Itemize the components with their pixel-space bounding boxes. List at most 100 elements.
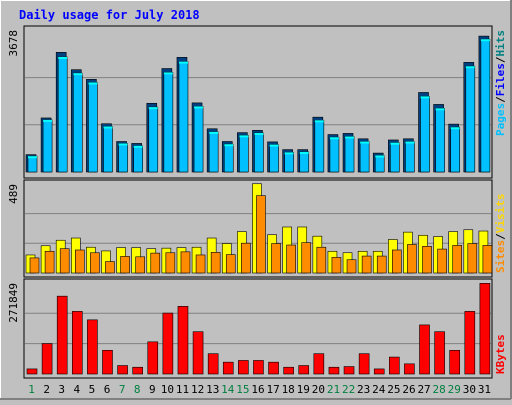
kbytes-bar	[117, 365, 128, 375]
x-tick-label: 22	[342, 383, 355, 396]
files-bar	[329, 136, 340, 173]
sites-bar	[301, 242, 312, 274]
files-bar	[420, 96, 430, 173]
files-bar-top	[28, 156, 37, 159]
files-bar-top	[254, 133, 264, 136]
chart-panels: 3678Pages/Files/Hits489Sites/Visits27184…	[7, 25, 507, 396]
kbytes-bar	[162, 312, 174, 375]
sites-bar	[286, 244, 296, 274]
kbytes-bar	[358, 353, 370, 375]
files-bar	[480, 38, 491, 173]
sites-bar	[256, 195, 266, 274]
files-bar-top	[480, 39, 490, 42]
files-bar-top	[194, 106, 204, 109]
sites-bar	[120, 256, 130, 274]
files-bar-top	[375, 155, 385, 158]
legend-visits-sites: Sites/Visits	[494, 194, 507, 274]
files-bar-top	[314, 120, 324, 123]
kbytes-bar	[41, 343, 53, 375]
files-bar	[57, 56, 68, 173]
x-tick-label: 14	[221, 383, 235, 396]
kbytes-bar	[132, 366, 143, 375]
files-bar-top	[360, 141, 370, 144]
kbytes-bar	[102, 350, 113, 375]
x-tick-label: 6	[104, 383, 111, 396]
y-max-label: 489	[7, 184, 20, 204]
files-bar-top	[435, 108, 445, 111]
sites-bar	[135, 256, 145, 274]
files-bar	[42, 119, 53, 173]
files-bar	[72, 72, 83, 173]
legend-separator: /	[494, 233, 507, 240]
files-bar-top	[163, 72, 173, 75]
kbytes-bar	[434, 331, 445, 375]
sites-bar	[74, 249, 85, 274]
files-bar	[344, 136, 355, 173]
x-tick-label: 31	[478, 383, 491, 396]
files-bar	[374, 155, 385, 173]
x-tick-label: 7	[119, 383, 126, 396]
x-tick-label: 2	[43, 383, 50, 396]
sites-bar	[165, 252, 176, 274]
sites-bar	[467, 243, 478, 274]
x-tick-label: 4	[74, 383, 81, 396]
files-bar	[405, 141, 415, 173]
files-bar	[178, 61, 189, 173]
files-bar	[88, 82, 98, 173]
files-bar	[163, 72, 174, 173]
x-tick-label: 30	[463, 383, 476, 396]
files-bar	[359, 141, 370, 173]
sites-bar	[422, 246, 432, 274]
files-bar-top	[465, 66, 475, 69]
files-bar	[465, 65, 476, 173]
x-tick-label: 1	[28, 383, 35, 396]
files-bar-top	[118, 143, 128, 146]
kbytes-bar	[268, 361, 279, 375]
y-max-label: 271849	[7, 283, 20, 323]
x-tick-label: 27	[417, 383, 430, 396]
sites-bar	[225, 254, 236, 274]
x-tick-label: 16	[251, 383, 264, 396]
sites-bar	[376, 255, 387, 274]
files-bar	[254, 132, 264, 173]
sites-bar	[59, 248, 70, 274]
sites-bar	[29, 257, 40, 274]
legend-hits-files-pages: Pages/Files/Hits	[494, 30, 507, 136]
sites-bar	[437, 248, 447, 274]
sites-bar	[210, 252, 221, 274]
legend-hits: Hits	[494, 30, 507, 57]
sites-bar	[407, 244, 417, 274]
files-bar-top	[269, 144, 279, 147]
files-bar	[223, 143, 234, 173]
files-bar	[118, 143, 128, 173]
x-tick-label: 18	[282, 383, 295, 396]
sites-bar	[482, 245, 493, 274]
x-tick-label: 24	[372, 383, 386, 396]
files-bar-top	[88, 82, 98, 85]
sites-bar	[331, 257, 342, 274]
files-bar-top	[284, 152, 294, 155]
files-bar	[193, 106, 204, 173]
x-tick-label: 21	[327, 383, 340, 396]
x-tick-label: 12	[191, 383, 204, 396]
x-tick-label: 5	[89, 383, 96, 396]
sites-bar	[195, 254, 206, 274]
sites-bar	[392, 249, 402, 274]
files-bar	[148, 106, 159, 173]
kbytes-bar	[283, 366, 294, 375]
legend-kbytes: KBytes	[494, 334, 507, 374]
x-tick-label: 8	[134, 383, 141, 396]
x-tick-label: 15	[236, 383, 249, 396]
files-bar	[435, 107, 445, 173]
sites-bar	[90, 252, 100, 274]
x-tick-label: 19	[297, 383, 310, 396]
files-bar-top	[148, 107, 158, 110]
kbytes-bar	[313, 353, 325, 375]
kbytes-bar	[26, 368, 38, 375]
files-bar	[269, 144, 279, 173]
y-max-label: 3678	[7, 30, 20, 57]
files-bar-top	[58, 56, 68, 59]
kbytes-bar	[343, 366, 355, 375]
files-bar-top	[133, 145, 143, 148]
x-tick-label: 9	[149, 383, 156, 396]
